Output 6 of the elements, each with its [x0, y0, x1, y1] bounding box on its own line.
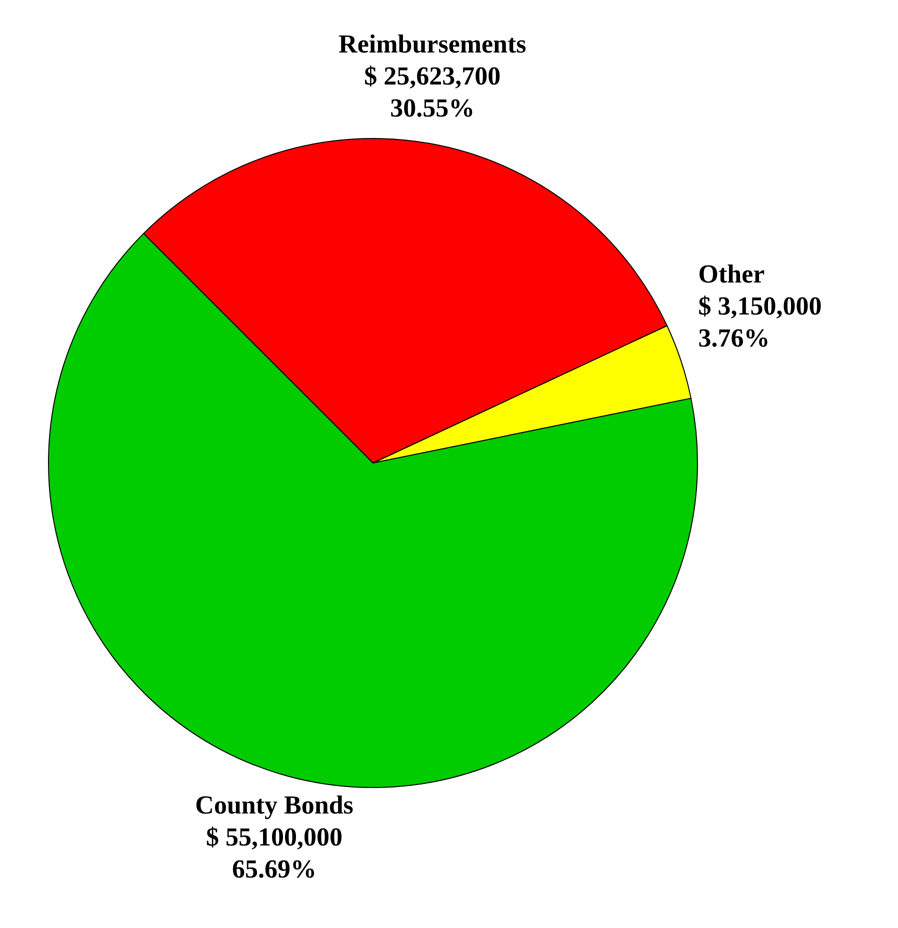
data-label: $ 55,100,000 65.69% — [206, 822, 343, 884]
slice-label: County Bonds — [195, 790, 354, 820]
data-label: $ 25,623,700 30.55% — [364, 61, 501, 122]
slice-label: Reimbursements — [338, 29, 526, 58]
data-label: $ 3,150,000 3.76% — [698, 291, 822, 352]
slice-label: Other — [698, 259, 765, 288]
